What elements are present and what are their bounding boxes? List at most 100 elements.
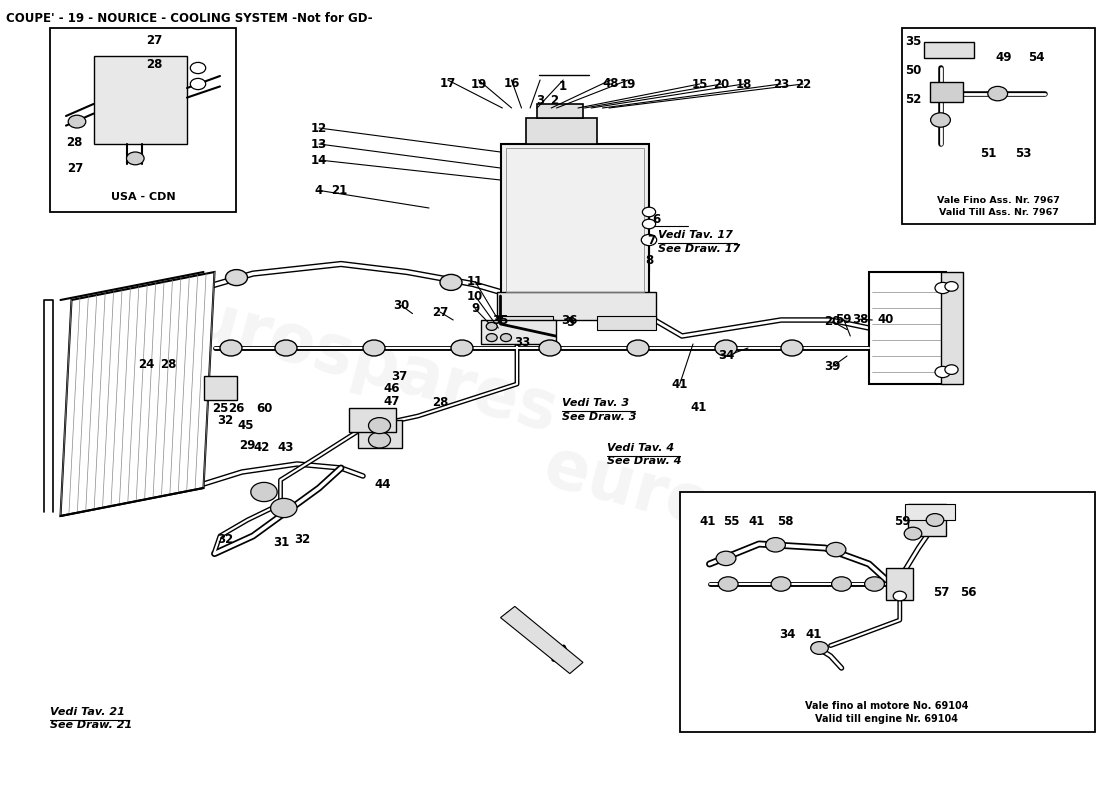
Circle shape — [642, 207, 656, 217]
Circle shape — [935, 282, 950, 294]
Text: 23: 23 — [773, 78, 789, 91]
Text: 37: 37 — [392, 370, 407, 382]
Text: 8: 8 — [645, 254, 653, 267]
Text: Vedi Tav. 17: Vedi Tav. 17 — [658, 230, 733, 240]
Bar — [902, 28, 1094, 224]
Circle shape — [363, 340, 385, 356]
Text: 50: 50 — [905, 64, 921, 77]
Text: 13: 13 — [311, 138, 327, 150]
Text: COUPE' - 19 - NOURICE - COOLING SYSTEM -Not for GD-: COUPE' - 19 - NOURICE - COOLING SYSTEM -… — [6, 12, 372, 25]
Text: 30: 30 — [394, 299, 409, 312]
Text: eurospares: eurospares — [536, 434, 960, 606]
Bar — [886, 568, 913, 600]
Circle shape — [226, 270, 248, 286]
Text: 31: 31 — [274, 536, 289, 549]
Text: 35: 35 — [493, 314, 508, 326]
Text: 20: 20 — [825, 315, 840, 328]
Circle shape — [627, 340, 649, 356]
Circle shape — [500, 334, 512, 342]
Bar — [869, 272, 946, 384]
Text: Vedi Tav. 3: Vedi Tav. 3 — [562, 398, 629, 408]
Text: Vale Fino Ass. Nr. 7967
Valid Till Ass. Nr. 7967: Vale Fino Ass. Nr. 7967 Valid Till Ass. … — [937, 196, 1060, 217]
Circle shape — [766, 538, 785, 552]
Text: 42: 42 — [254, 441, 270, 454]
Text: 38: 38 — [852, 313, 868, 326]
Text: 28: 28 — [161, 358, 176, 371]
Text: 44: 44 — [374, 478, 392, 490]
Circle shape — [190, 62, 206, 74]
Text: 9: 9 — [471, 302, 480, 315]
Circle shape — [126, 152, 144, 165]
Text: USA - CDN: USA - CDN — [111, 192, 175, 202]
Text: 41: 41 — [700, 515, 715, 528]
Text: 3: 3 — [536, 94, 544, 106]
Text: 46: 46 — [383, 382, 400, 394]
Text: 41: 41 — [806, 628, 822, 641]
Circle shape — [642, 219, 656, 229]
Text: 41: 41 — [691, 401, 706, 414]
Text: 28: 28 — [432, 396, 448, 409]
Bar — [908, 504, 946, 536]
Polygon shape — [500, 606, 583, 674]
Text: 25: 25 — [212, 402, 228, 414]
Text: 27: 27 — [432, 306, 448, 318]
Circle shape — [781, 340, 803, 356]
Text: 59: 59 — [893, 515, 911, 528]
Circle shape — [832, 577, 851, 591]
Circle shape — [190, 78, 206, 90]
Circle shape — [945, 282, 958, 291]
Text: 36: 36 — [562, 314, 578, 327]
Text: 5: 5 — [565, 316, 574, 329]
Text: 40: 40 — [878, 313, 893, 326]
Text: 16: 16 — [504, 77, 519, 90]
Bar — [349, 408, 396, 432]
Text: 51: 51 — [980, 147, 996, 160]
Circle shape — [539, 340, 561, 356]
Bar — [506, 148, 644, 292]
Bar — [930, 82, 962, 102]
Text: 26: 26 — [229, 402, 244, 414]
Circle shape — [486, 322, 497, 330]
Text: 52: 52 — [905, 93, 921, 106]
Text: 14: 14 — [311, 154, 327, 166]
Text: 19: 19 — [620, 78, 636, 91]
Text: 7: 7 — [647, 234, 656, 247]
Text: 21: 21 — [331, 184, 346, 197]
Circle shape — [715, 340, 737, 356]
Text: 35: 35 — [905, 35, 921, 48]
Text: See Draw. 21: See Draw. 21 — [50, 720, 132, 730]
Text: Vedi Tav. 4: Vedi Tav. 4 — [607, 443, 674, 453]
Circle shape — [865, 577, 884, 591]
Circle shape — [826, 542, 846, 557]
Text: See Draw. 3: See Draw. 3 — [562, 411, 637, 422]
Bar — [680, 492, 1094, 732]
Text: eurospares: eurospares — [140, 274, 564, 446]
Circle shape — [718, 577, 738, 591]
Text: 2: 2 — [550, 94, 559, 106]
Circle shape — [451, 340, 473, 356]
Text: 18: 18 — [736, 78, 751, 91]
Text: 58: 58 — [777, 515, 794, 528]
Circle shape — [893, 591, 906, 601]
Circle shape — [641, 234, 657, 246]
Text: 56: 56 — [959, 586, 977, 598]
Text: 6: 6 — [652, 213, 661, 226]
Circle shape — [811, 642, 828, 654]
Text: 28: 28 — [67, 136, 82, 149]
Text: 41: 41 — [749, 515, 764, 528]
Circle shape — [716, 551, 736, 566]
Text: 60: 60 — [256, 402, 272, 414]
Bar — [905, 504, 955, 520]
Bar — [50, 28, 236, 212]
Circle shape — [926, 514, 944, 526]
Text: 53: 53 — [1015, 147, 1031, 160]
Text: 59: 59 — [836, 313, 852, 326]
Text: Vedi Tav. 21: Vedi Tav. 21 — [50, 707, 124, 717]
Text: 48: 48 — [603, 77, 618, 90]
Circle shape — [271, 498, 297, 518]
Text: 27: 27 — [67, 162, 82, 174]
Text: 49: 49 — [996, 51, 1012, 64]
Text: 55: 55 — [724, 515, 739, 528]
Text: 29: 29 — [240, 439, 255, 452]
Bar — [940, 272, 962, 384]
